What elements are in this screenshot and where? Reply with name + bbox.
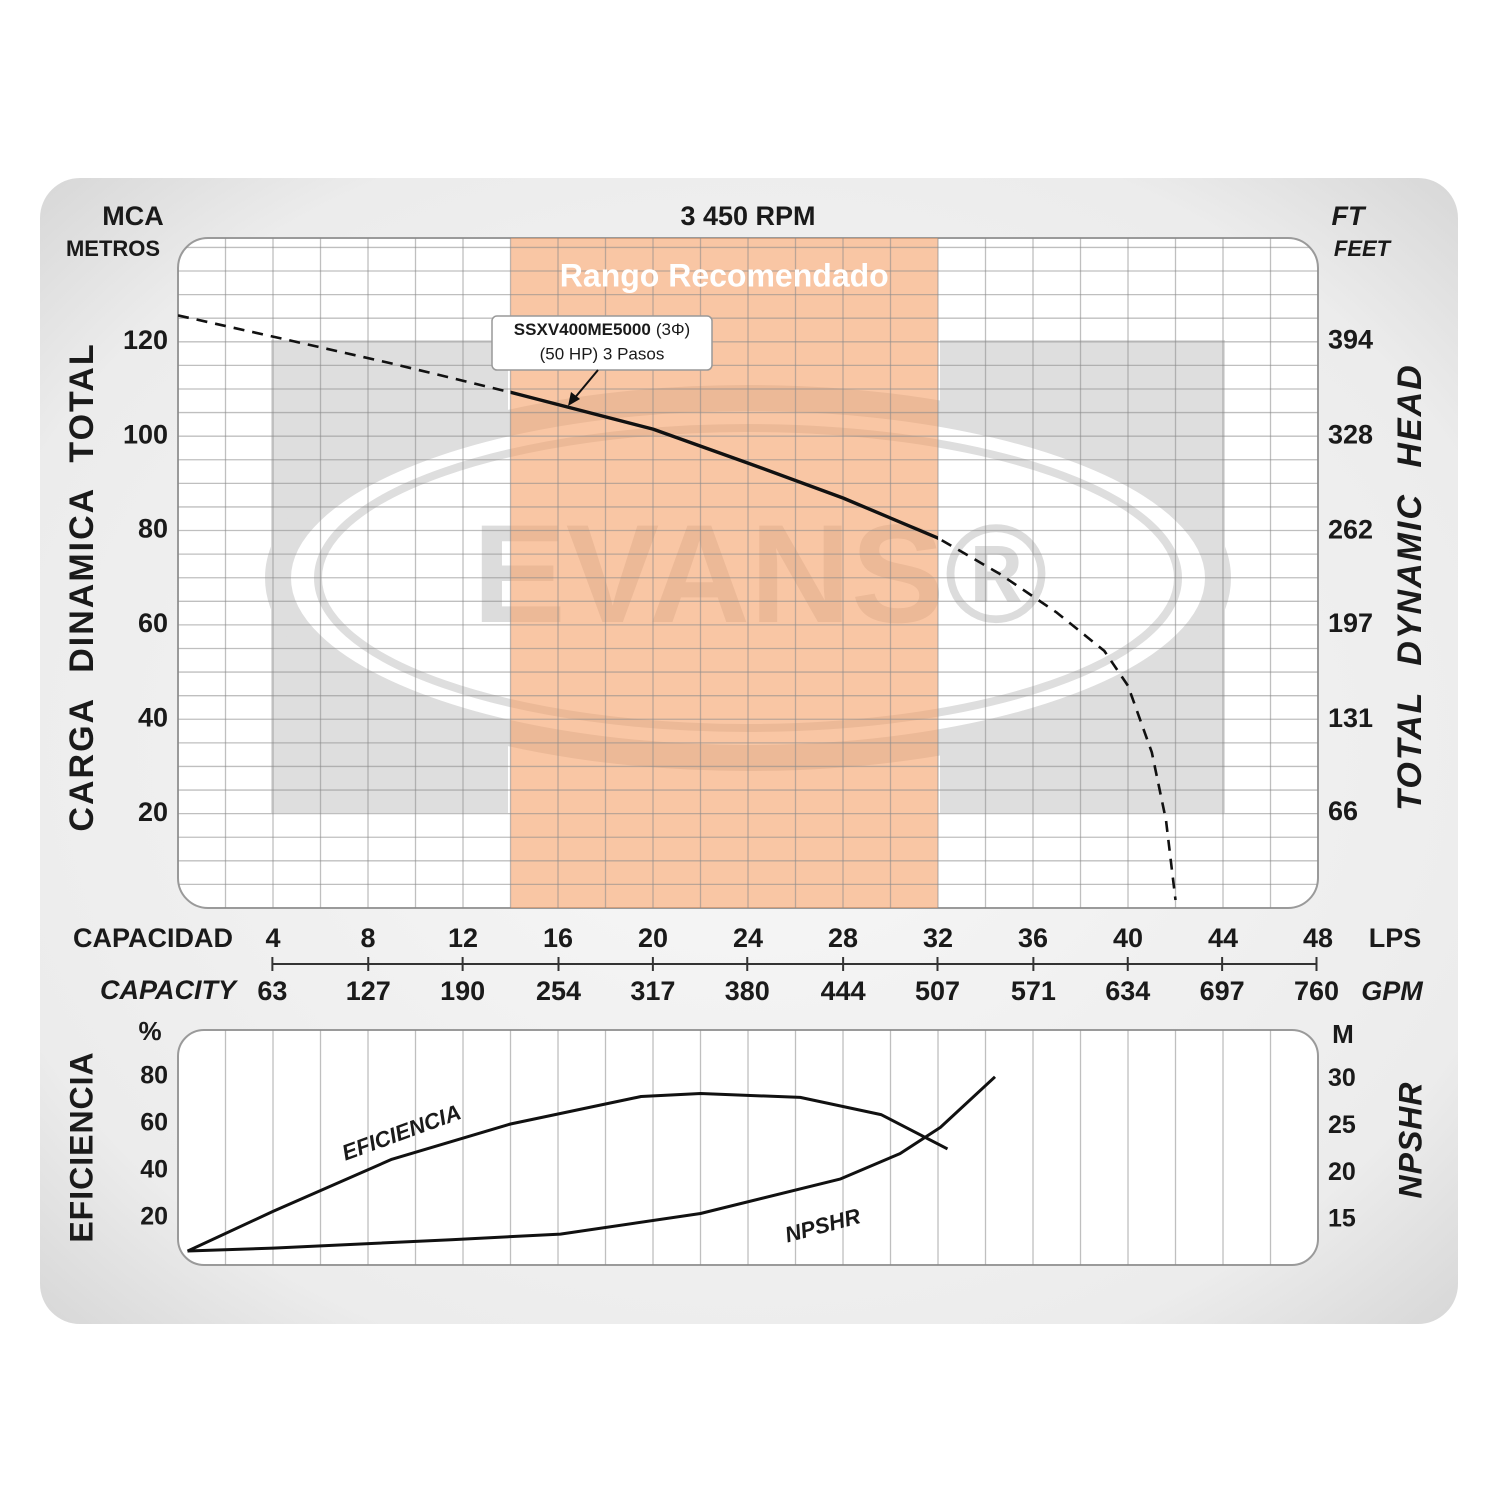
y-tick-label: 60 [138,608,168,638]
x-tick-label: 44 [1208,923,1238,953]
x-axis-label: CAPACIDAD [73,923,233,953]
y2-tick-label: 20 [1328,1158,1356,1186]
x2-tick-label: 63 [257,976,287,1006]
y-tick-label: 120 [123,325,168,355]
annotation-arrowhead [568,392,580,406]
y2-tick-label: 328 [1328,420,1373,450]
band-label: Rango Recomendado [560,257,889,293]
y2-axis-label: NPSHR [1392,1081,1428,1198]
y2-tick-label: 30 [1328,1064,1356,1092]
x-tick-label: 20 [638,923,668,953]
y-tick-label: 20 [140,1203,168,1231]
y2-tick-label: 394 [1328,325,1373,355]
y2-unit: FEET [1334,236,1392,261]
y-tick-label: 20 [138,797,168,827]
x-tick-label: 12 [448,923,478,953]
y-tick-label: 80 [140,1062,168,1090]
x2-unit: GPM [1361,976,1423,1006]
x2-tick-label: 760 [1294,976,1339,1006]
y2-tick-label: 262 [1328,514,1373,544]
annotation-text: SSXV400ME5000 (3Φ) [514,320,690,339]
y2-tick-label: 25 [1328,1111,1356,1139]
x-tick-label: 24 [733,923,763,953]
x2-tick-label: 190 [440,976,485,1006]
x-tick-label: 16 [543,923,573,953]
x-tick-label: 36 [1018,923,1048,953]
x2-tick-label: 444 [821,976,866,1006]
x2-tick-label: 571 [1011,976,1056,1006]
chart-title: 3 450 RPM [680,201,815,231]
chart-efficiency: 20 40 60 80 15 20 25 30 [140,1030,1356,1265]
x2-tick-label: 697 [1200,976,1245,1006]
plot [186,1030,1272,1265]
x-unit: LPS [1369,923,1422,953]
x2-tick-label: 317 [630,976,675,1006]
y-tick-label: 40 [138,702,168,732]
annotation-box [491,315,713,371]
curve [186,1092,949,1253]
annotation-arrow [572,369,599,401]
x-tick-label: 32 [923,923,953,953]
x2-axis-label: CAPACITY [100,975,239,1005]
y-unit: % [138,1016,161,1046]
x-tick-label: 4 [265,923,280,953]
y2-tick-label: 15 [1328,1205,1356,1233]
y-tick-label: 60 [140,1109,168,1137]
x2-tick-label: 254 [536,976,581,1006]
x2-tick-label: 127 [346,976,391,1006]
annotation: SSXV400ME5000 (3Φ) (50 HP) 3 Pasos [491,315,713,406]
y-unit: METROS [66,236,160,261]
x-tick-label: 48 [1303,923,1333,953]
x-tick-label: 8 [360,923,375,953]
y2-tick-label: 197 [1328,608,1373,638]
y-tick-label: 100 [123,419,168,449]
y2-tick-label: 131 [1328,703,1373,733]
x2-tick-label: 634 [1105,976,1150,1006]
y-tick-label: 40 [140,1156,168,1184]
y-unit: MCA [102,201,164,231]
y2-unit: M [1332,1019,1354,1049]
annotation-model: SSXV400ME5000 [514,320,651,339]
y2-axis-label: TOTAL DYNAMIC HEAD [1391,363,1429,810]
curve [187,1075,997,1253]
annotation-phase: (3Φ) [656,320,690,339]
annotation-text: (50 HP) 3 Pasos [540,344,665,363]
y-tick-label: 80 [138,514,168,544]
y2-unit: FT [1332,201,1367,231]
chart-main: Rango Recomendado 20 40 60 80 100 120 66 131 197 2… [123,238,1373,1006]
y2-tick-label: 66 [1328,796,1358,826]
x-tick-label: 28 [828,923,858,953]
curve [178,314,1177,901]
x2-tick-label: 380 [725,976,770,1006]
x2-tick-label: 507 [915,976,960,1006]
x-tick-label: 40 [1113,923,1143,953]
y-axis-label: EFICIENCIA [63,1051,99,1242]
y-axis-label: CARGA DINAMICA TOTAL [63,342,101,831]
